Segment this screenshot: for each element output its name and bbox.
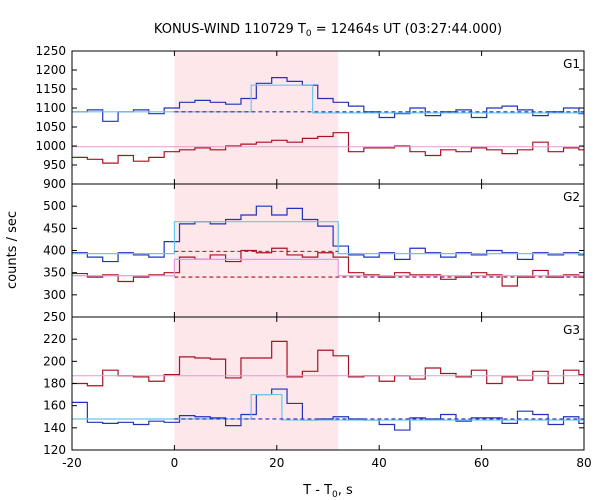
shaded-interval xyxy=(174,51,339,184)
x-tick-label: 60 xyxy=(474,456,489,470)
shaded-interval xyxy=(174,317,339,450)
x-tick-label: -20 xyxy=(62,456,82,470)
y-tick-label: 500 xyxy=(43,199,66,213)
panel-label: G3 xyxy=(563,323,580,337)
y-tick-label: 220 xyxy=(43,332,66,346)
blue-light-curve xyxy=(72,77,584,122)
panel-g2: 250 300 350 400 450 500 G2 xyxy=(43,183,585,324)
x-axis-label: T - T0, s xyxy=(302,483,353,500)
y-tick-label: 160 xyxy=(43,399,66,413)
x-axis-label-main: T - T xyxy=(302,483,332,498)
y-tick-label: 1050 xyxy=(35,120,66,134)
cyan-model-fit xyxy=(72,221,584,255)
y-tick-label: 1150 xyxy=(35,82,66,96)
y-tick-label: 250 xyxy=(43,310,66,324)
y-tick-label: 1100 xyxy=(35,101,66,115)
x-tick-label: 80 xyxy=(576,456,591,470)
chart-title-rest: = 12464s UT (03:27:44.000) xyxy=(312,22,502,37)
blue-light-curve xyxy=(72,205,584,263)
x-axis-label-subscript: 0 xyxy=(332,490,338,500)
panel-g1: 900 950 1000 1050 1100 1150 1200 1250 G1 xyxy=(35,44,585,191)
chart-title-subscript: 0 xyxy=(306,29,312,39)
red-light-curve xyxy=(72,247,584,287)
y-tick-label: 1200 xyxy=(35,63,66,77)
y-tick-label: 450 xyxy=(43,221,66,235)
chart-title: KONUS-WIND 110729 T0 = 12464s UT (03:27:… xyxy=(154,22,502,39)
y-tick-label: 400 xyxy=(43,244,66,258)
x-tick-label: 40 xyxy=(372,456,387,470)
panel-label: G1 xyxy=(563,57,580,71)
x-tick-label: 20 xyxy=(269,456,284,470)
pink-model-fit xyxy=(72,258,584,277)
y-axis-label: counts / sec xyxy=(5,211,20,289)
y-tick-label: 1000 xyxy=(35,139,66,153)
y-tick-label: 1250 xyxy=(35,44,66,58)
x-tick-label: 0 xyxy=(171,456,179,470)
cyan-model-fit xyxy=(72,84,584,114)
plot-area xyxy=(72,205,584,287)
blue-light-curve xyxy=(72,388,584,431)
y-tick-label: 140 xyxy=(43,421,66,435)
y-tick-label: 180 xyxy=(43,377,66,391)
plot-area xyxy=(72,77,584,164)
panel-label: G2 xyxy=(563,190,580,204)
red-light-curve xyxy=(72,340,584,387)
y-tick-label: 950 xyxy=(43,158,66,172)
y-tick-label: 300 xyxy=(43,288,66,302)
y-tick-label: 200 xyxy=(43,354,66,368)
y-tick-label: 120 xyxy=(43,443,66,457)
plot-area xyxy=(72,340,584,431)
y-tick-label: 350 xyxy=(43,266,66,280)
chart-title-main: KONUS-WIND 110729 T xyxy=(154,22,306,37)
x-axis-label-rest: , s xyxy=(338,483,353,498)
red-light-curve xyxy=(72,132,584,164)
cyan-model-fit xyxy=(72,393,584,421)
y-tick-label: 900 xyxy=(43,177,66,191)
panel-g3: 120 140 160 180 200 220 -20 0 20 40 60 80 G3 xyxy=(43,316,592,470)
